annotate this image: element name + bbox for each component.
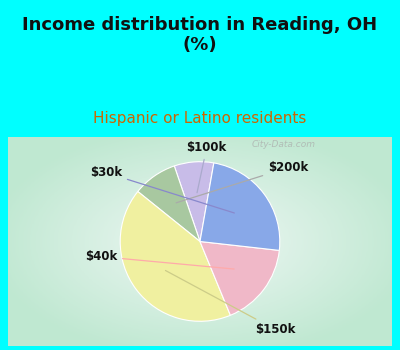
Text: $200k: $200k — [176, 161, 308, 203]
Wedge shape — [138, 166, 200, 242]
Text: $40k: $40k — [85, 250, 234, 269]
Wedge shape — [174, 162, 214, 242]
Wedge shape — [200, 163, 280, 250]
Wedge shape — [120, 191, 230, 321]
Text: City-Data.com: City-Data.com — [252, 140, 316, 149]
Text: $100k: $100k — [186, 141, 227, 193]
Text: Income distribution in Reading, OH
(%): Income distribution in Reading, OH (%) — [22, 16, 378, 54]
Wedge shape — [200, 241, 279, 315]
Text: $150k: $150k — [166, 271, 296, 336]
Text: Hispanic or Latino residents: Hispanic or Latino residents — [93, 112, 307, 126]
Text: $30k: $30k — [90, 166, 234, 213]
